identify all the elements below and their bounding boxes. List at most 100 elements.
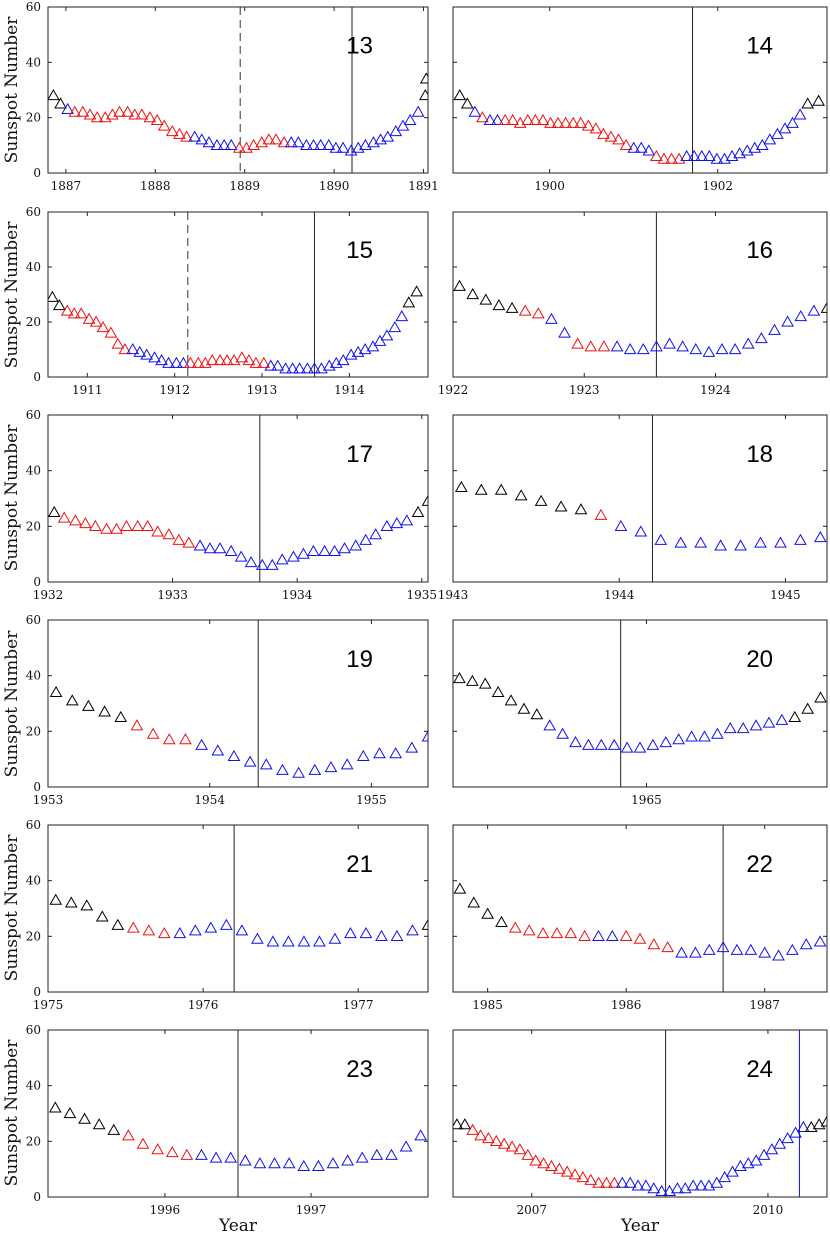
data-point [395, 309, 409, 322]
y-tick-label: 40 [26, 669, 41, 683]
data-point [179, 733, 192, 745]
data-point [380, 519, 394, 531]
data-point [438, 914, 449, 924]
data-point [672, 733, 686, 745]
x-axis-title: Year [218, 1216, 258, 1236]
data-point [623, 342, 637, 355]
data-point [277, 136, 291, 148]
data-point [718, 152, 731, 164]
x-tick-label: 1977 [343, 998, 374, 1012]
data-point [702, 149, 716, 162]
data-point [405, 741, 419, 753]
data-point [255, 136, 269, 148]
x-tick-label: 1887 [51, 179, 82, 193]
data-point [315, 362, 328, 374]
data-point [336, 141, 350, 153]
cycle-24-panel: 2007 2010 24 [452, 1029, 828, 1217]
data-point [559, 116, 572, 128]
cycle-number-label: 21 [346, 851, 373, 878]
data-point [786, 943, 799, 955]
data-point [88, 519, 102, 531]
data-point [170, 356, 183, 368]
data-point [504, 694, 518, 706]
data-point [90, 111, 104, 123]
data-point [430, 1122, 441, 1132]
data-point [195, 1148, 208, 1160]
data-point [48, 89, 60, 101]
data-point [497, 1137, 511, 1149]
data-point [455, 715, 466, 725]
x-tick-label: 1945 [770, 588, 801, 602]
data-point [113, 105, 126, 117]
cycle-16-panel: 1922 1923 1924 16 [438, 211, 828, 397]
x-tick-label: 1976 [188, 998, 219, 1012]
data-point [663, 1184, 676, 1197]
data-point [390, 517, 404, 529]
x-tick-label: 1889 [229, 179, 260, 193]
data-point [655, 1184, 669, 1197]
data-point [518, 304, 532, 316]
data-point [543, 719, 557, 731]
data-point [676, 340, 690, 352]
data-point [678, 1182, 692, 1194]
data-point [794, 309, 808, 322]
data-point [268, 1157, 281, 1169]
data-point [695, 149, 709, 162]
data-point [723, 722, 737, 734]
x-tick-label: 1955 [356, 793, 387, 807]
panel-frame [47, 824, 429, 993]
x-tick-label: 1934 [282, 588, 313, 602]
data-point [373, 747, 386, 759]
data-point [453, 671, 466, 684]
data-point [812, 94, 825, 106]
cycle-21-panel: 1975 1976 1977 0 20 40 60 21 Sunspot Number [2, 818, 449, 1012]
data-point [162, 733, 176, 745]
data-point [491, 113, 504, 126]
data-point [466, 1123, 480, 1135]
data-point [98, 705, 111, 717]
data-point [279, 362, 292, 374]
data-point [531, 307, 545, 319]
data-point [111, 337, 125, 349]
x-tick-label: 1914 [334, 383, 365, 397]
data-point [54, 97, 67, 109]
data-point [146, 727, 160, 739]
data-point [797, 1120, 810, 1133]
data-point [148, 351, 161, 363]
y-axis-title: Sunspot Number [2, 221, 22, 369]
data-point [213, 542, 227, 554]
data-point [388, 320, 402, 333]
data-point [689, 342, 703, 355]
data-point [262, 133, 276, 145]
cycle-number-label: 17 [346, 441, 373, 468]
cycle-number-label: 15 [346, 237, 373, 264]
x-tick-label: 1888 [140, 179, 171, 193]
data-point [503, 667, 514, 677]
data-point [544, 116, 557, 128]
data-point [730, 943, 744, 955]
data-point [755, 331, 768, 344]
data-point [155, 353, 168, 366]
data-point [210, 138, 224, 150]
data-point [453, 882, 467, 894]
data-point [459, 1105, 470, 1115]
data-point [61, 102, 75, 114]
x-tick-label: 1913 [247, 383, 278, 397]
data-point [308, 763, 322, 775]
x-tick-label: 2010 [753, 1203, 784, 1217]
data-point [801, 702, 815, 714]
cycle-22-panel: 1985 1986 1987 22 [452, 824, 828, 1012]
data-point [494, 483, 508, 495]
data-point [642, 144, 656, 156]
data-point [483, 113, 497, 126]
data-point [686, 1179, 700, 1191]
x-tick-label: 1890 [319, 179, 350, 193]
data-point [191, 356, 205, 368]
data-point [366, 340, 380, 352]
data-point [763, 133, 777, 145]
y-tick-label: 20 [26, 929, 41, 943]
data-point [530, 708, 544, 720]
data-point [224, 544, 238, 557]
panel-frame [452, 211, 828, 378]
